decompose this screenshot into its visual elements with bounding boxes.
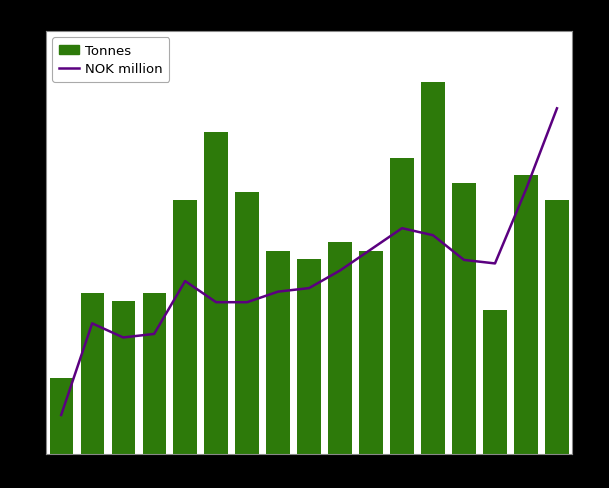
Bar (359, 251, 382, 454)
Bar (236, 192, 259, 454)
Bar (484, 310, 507, 454)
Bar (205, 133, 228, 454)
Bar (49, 378, 73, 454)
Bar (390, 158, 414, 454)
Bar (452, 183, 476, 454)
Bar (421, 82, 445, 454)
Bar (80, 293, 104, 454)
Bar (297, 260, 321, 454)
Legend: Tonnes, NOK million: Tonnes, NOK million (52, 38, 169, 82)
Bar (328, 243, 351, 454)
Bar (143, 293, 166, 454)
Bar (267, 251, 290, 454)
Bar (111, 302, 135, 454)
Bar (545, 201, 569, 454)
Bar (174, 201, 197, 454)
Bar (515, 175, 538, 454)
